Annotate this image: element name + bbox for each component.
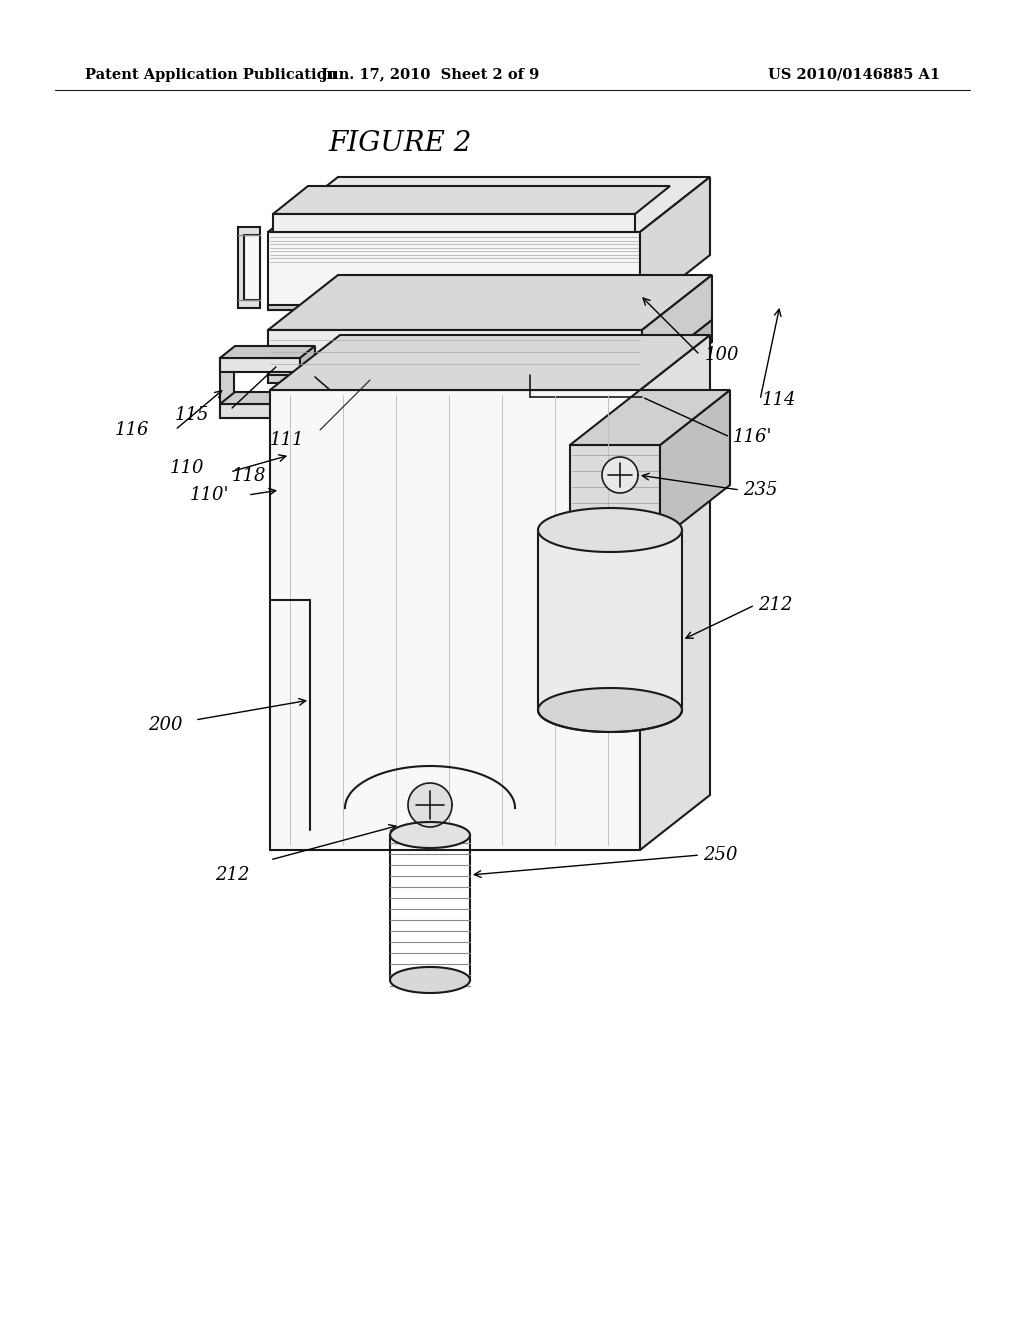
Polygon shape — [268, 177, 710, 232]
Polygon shape — [220, 358, 300, 372]
Polygon shape — [268, 375, 530, 383]
Text: 116: 116 — [115, 421, 150, 440]
Text: 118: 118 — [232, 467, 266, 484]
Polygon shape — [640, 335, 710, 850]
Polygon shape — [570, 445, 660, 540]
Text: 115: 115 — [175, 407, 210, 424]
Polygon shape — [390, 822, 470, 847]
Polygon shape — [220, 358, 234, 418]
Text: Jun. 17, 2010  Sheet 2 of 9: Jun. 17, 2010 Sheet 2 of 9 — [321, 69, 539, 82]
Polygon shape — [220, 392, 315, 404]
Polygon shape — [273, 214, 635, 232]
Polygon shape — [220, 404, 300, 418]
Polygon shape — [408, 783, 452, 828]
Polygon shape — [538, 688, 682, 733]
Text: 212: 212 — [215, 866, 250, 884]
Polygon shape — [270, 335, 710, 389]
Text: 114: 114 — [762, 391, 797, 409]
Polygon shape — [570, 389, 730, 445]
Polygon shape — [268, 330, 642, 375]
Text: 111: 111 — [270, 432, 304, 449]
Polygon shape — [390, 968, 470, 993]
Polygon shape — [538, 508, 682, 552]
Polygon shape — [538, 531, 682, 710]
Polygon shape — [238, 227, 260, 308]
Polygon shape — [268, 305, 640, 310]
Polygon shape — [270, 389, 640, 850]
Text: 110: 110 — [170, 459, 205, 477]
Text: 116': 116' — [733, 428, 772, 446]
Polygon shape — [642, 319, 712, 397]
Text: US 2010/0146885 A1: US 2010/0146885 A1 — [768, 69, 940, 82]
Text: 100: 100 — [705, 346, 739, 364]
Text: FIGURE 2: FIGURE 2 — [329, 129, 472, 157]
Text: 200: 200 — [148, 715, 182, 734]
Polygon shape — [273, 186, 670, 214]
Polygon shape — [220, 346, 315, 358]
Polygon shape — [660, 389, 730, 540]
Text: 110': 110' — [190, 486, 229, 504]
Polygon shape — [268, 275, 712, 330]
Polygon shape — [602, 457, 638, 492]
Polygon shape — [530, 375, 642, 397]
Text: 250: 250 — [703, 846, 737, 865]
Text: Patent Application Publication: Patent Application Publication — [85, 69, 337, 82]
Text: 212: 212 — [758, 597, 793, 614]
Polygon shape — [244, 235, 260, 300]
Polygon shape — [642, 275, 712, 375]
Text: 235: 235 — [743, 480, 777, 499]
Polygon shape — [640, 177, 710, 310]
Polygon shape — [300, 346, 315, 372]
Polygon shape — [268, 232, 640, 310]
